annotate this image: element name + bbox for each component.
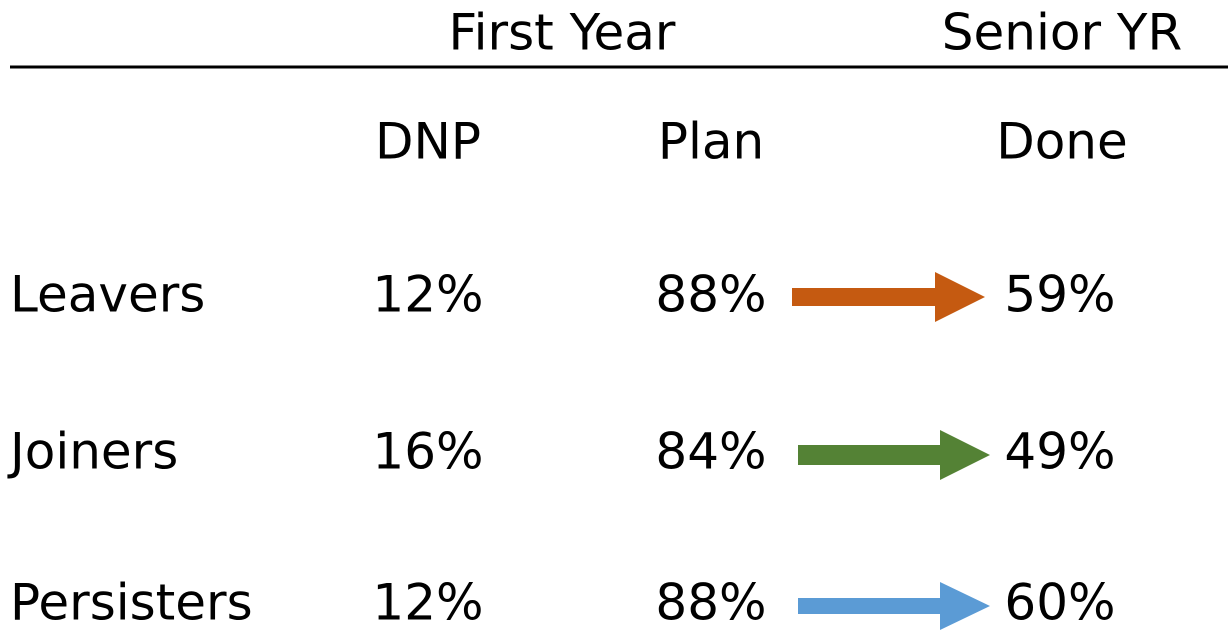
group-header: First Year bbox=[449, 4, 676, 62]
cell: 12% bbox=[372, 574, 483, 632]
cell: 49% bbox=[1004, 423, 1115, 481]
arrow bbox=[798, 430, 990, 480]
row-label: Joiners bbox=[7, 423, 178, 481]
cell: 16% bbox=[372, 423, 483, 481]
group-header: Senior YR bbox=[942, 4, 1182, 62]
cell: 12% bbox=[372, 266, 483, 324]
row-label: Persisters bbox=[10, 574, 253, 632]
cell: 84% bbox=[655, 423, 766, 481]
column-header: Done bbox=[996, 113, 1128, 171]
cell: 59% bbox=[1004, 266, 1115, 324]
column-header: DNP bbox=[375, 113, 481, 171]
row-label: Leavers bbox=[10, 266, 205, 324]
cell: 88% bbox=[655, 574, 766, 632]
cell: 88% bbox=[655, 266, 766, 324]
cell: 60% bbox=[1004, 574, 1115, 632]
arrow bbox=[798, 582, 990, 630]
arrow bbox=[792, 272, 985, 322]
column-header: Plan bbox=[658, 113, 764, 171]
